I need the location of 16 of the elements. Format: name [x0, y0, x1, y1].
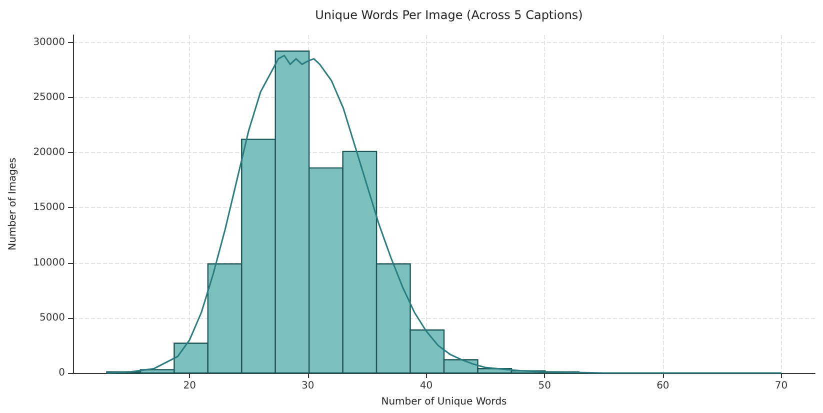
- x-axis-title: Number of Unique Words: [381, 396, 507, 408]
- y-tick-label: 5000: [40, 312, 65, 324]
- x-tick-label: 20: [183, 380, 196, 392]
- y-tick-label: 30000: [33, 36, 65, 48]
- x-tick-label: 70: [774, 380, 788, 392]
- y-tick-label: 15000: [33, 202, 65, 214]
- x-tick-label: 40: [420, 380, 433, 392]
- x-tick-label: 60: [656, 380, 670, 392]
- x-tick-label: 30: [302, 380, 314, 392]
- chart-title: Unique Words Per Image (Across 5 Captions): [315, 8, 583, 22]
- y-tick-label: 10000: [33, 257, 65, 268]
- y-axis-title: Number of Images: [8, 158, 18, 250]
- x-tick-label: 50: [538, 380, 551, 392]
- y-tick-label: 20000: [33, 147, 65, 158]
- y-tick-label: 0: [58, 368, 65, 378]
- y-tick-label: 25000: [33, 92, 65, 103]
